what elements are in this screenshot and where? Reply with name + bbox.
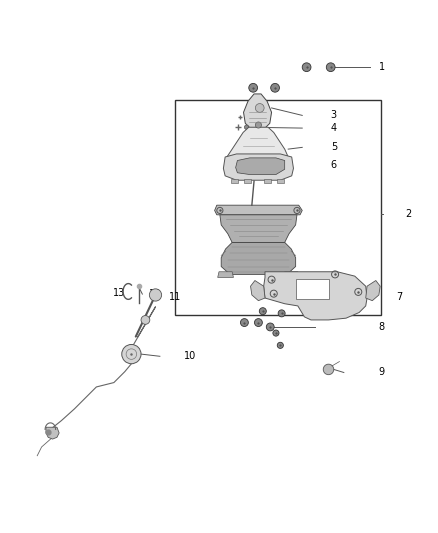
Text: 6: 6: [331, 160, 337, 170]
Circle shape: [244, 125, 249, 130]
Bar: [231, 179, 238, 183]
Text: 5: 5: [331, 142, 337, 152]
Circle shape: [240, 319, 248, 327]
Circle shape: [323, 364, 334, 375]
Text: 2: 2: [405, 209, 411, 219]
Text: 3: 3: [331, 110, 337, 120]
Polygon shape: [46, 427, 59, 439]
Text: 12: 12: [149, 289, 161, 299]
Polygon shape: [264, 272, 367, 320]
Bar: [244, 179, 251, 183]
Circle shape: [255, 122, 261, 128]
Text: 13: 13: [113, 288, 125, 298]
Bar: [175, 100, 381, 314]
Circle shape: [255, 103, 264, 112]
Polygon shape: [220, 215, 297, 243]
Polygon shape: [215, 205, 302, 215]
Text: 9: 9: [379, 367, 385, 377]
Circle shape: [273, 330, 279, 336]
Circle shape: [254, 319, 262, 327]
Circle shape: [266, 323, 274, 331]
Text: 7: 7: [396, 292, 403, 302]
Polygon shape: [218, 272, 233, 278]
Bar: [277, 179, 284, 183]
Circle shape: [122, 344, 141, 364]
Polygon shape: [236, 158, 285, 174]
Polygon shape: [223, 154, 293, 180]
Text: 8: 8: [379, 322, 385, 332]
Text: 4: 4: [331, 123, 337, 133]
Text: 10: 10: [184, 351, 196, 361]
Circle shape: [249, 84, 258, 92]
Polygon shape: [226, 157, 290, 162]
Circle shape: [326, 63, 335, 71]
Polygon shape: [221, 243, 296, 274]
Circle shape: [278, 310, 285, 317]
Circle shape: [141, 316, 150, 324]
Circle shape: [271, 84, 279, 92]
Circle shape: [277, 342, 283, 349]
Polygon shape: [283, 272, 299, 278]
Text: 1: 1: [379, 62, 385, 72]
Circle shape: [302, 63, 311, 71]
Polygon shape: [227, 127, 288, 157]
Circle shape: [149, 289, 162, 301]
Polygon shape: [251, 280, 265, 301]
Polygon shape: [244, 94, 272, 128]
Polygon shape: [296, 279, 328, 300]
Text: 11: 11: [169, 292, 181, 302]
Circle shape: [259, 308, 266, 314]
Polygon shape: [366, 280, 380, 301]
Bar: [264, 179, 271, 183]
